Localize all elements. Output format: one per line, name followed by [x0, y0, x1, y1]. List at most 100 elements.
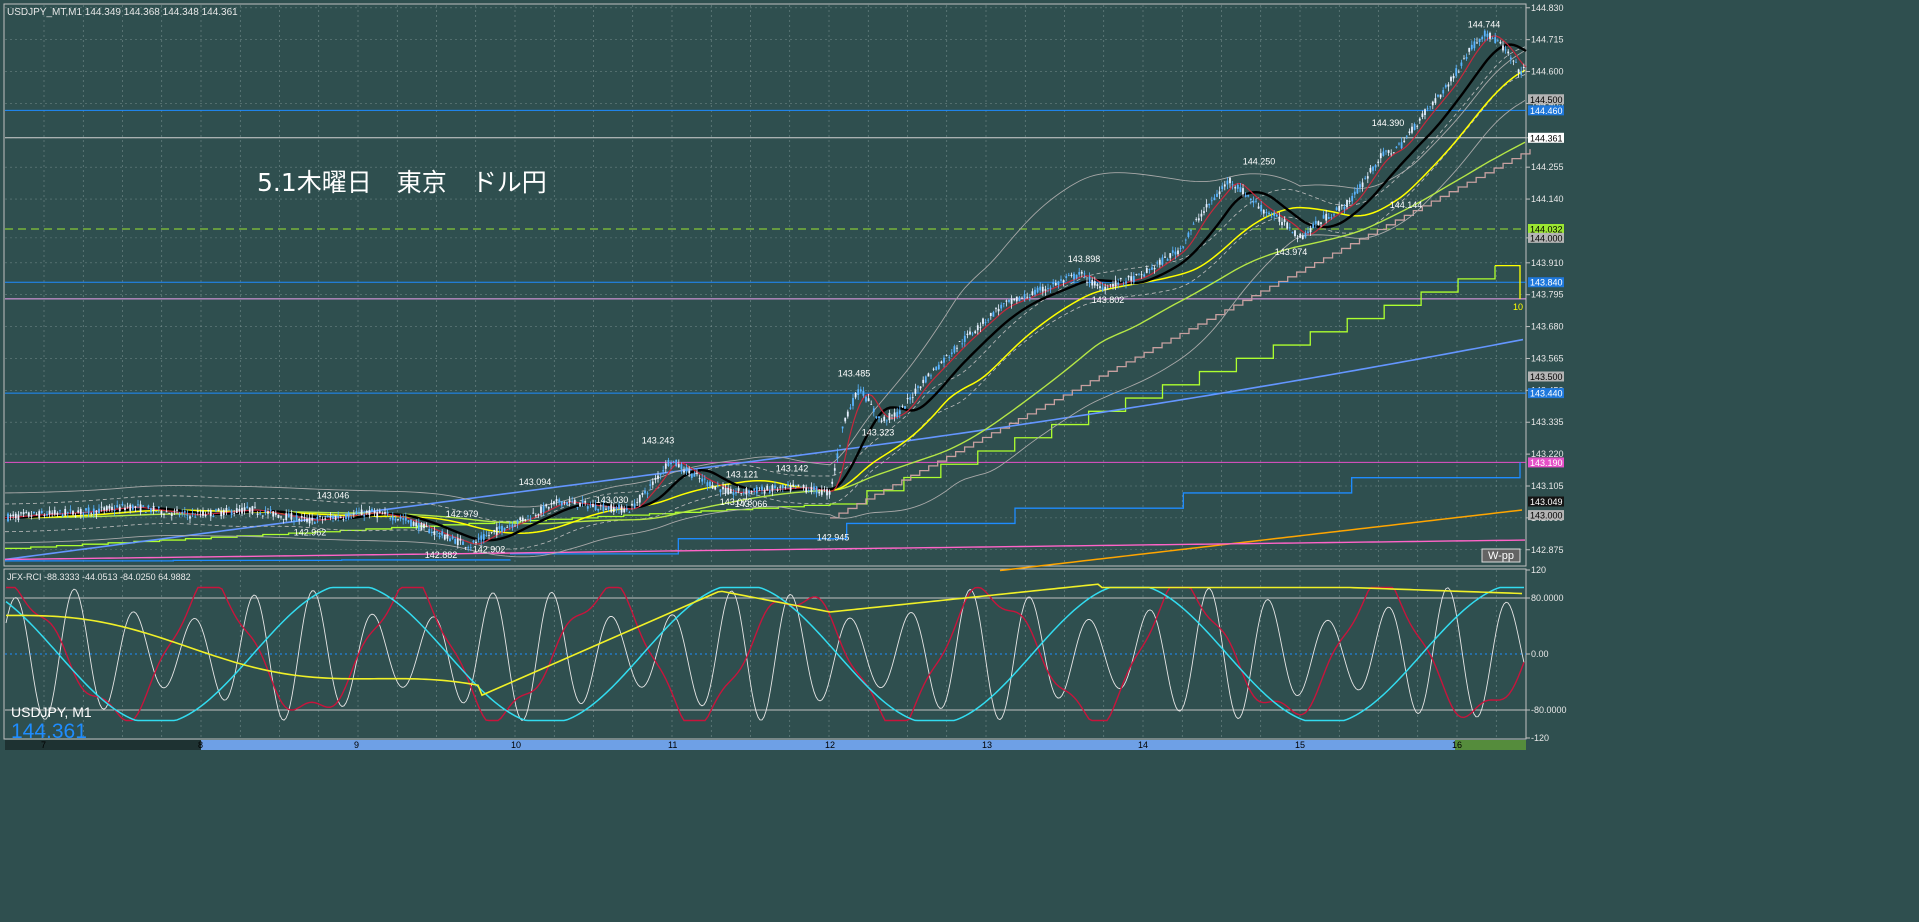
candle-body — [1374, 165, 1377, 168]
candle-body — [1307, 231, 1309, 233]
candle-body — [488, 535, 490, 537]
candle-body — [844, 417, 847, 422]
candle-body — [813, 486, 815, 490]
candle-body — [316, 517, 319, 519]
candle-body — [150, 508, 152, 513]
candle-body — [740, 493, 743, 494]
candle-body — [558, 499, 561, 503]
candle-body — [267, 511, 269, 514]
candle-body — [997, 308, 1000, 312]
candle-body — [685, 467, 688, 472]
candle-body — [641, 492, 644, 495]
candle-body — [1125, 281, 1127, 284]
candlesticks — [7, 29, 1525, 552]
candle-body — [415, 522, 418, 527]
candle-body — [724, 487, 727, 494]
candle-body — [1104, 286, 1107, 290]
candle-body — [722, 486, 724, 490]
candle-body — [745, 488, 748, 495]
candle-body — [358, 511, 360, 513]
candle-body — [592, 503, 594, 508]
candle-body — [758, 489, 761, 491]
time-axis-label: 8 — [198, 740, 203, 750]
candle-body — [1296, 238, 1299, 239]
candle-body — [1021, 297, 1023, 299]
candle-body — [1457, 71, 1460, 73]
candle-body — [1327, 217, 1330, 219]
candle-body — [1174, 251, 1177, 255]
candle-body — [300, 516, 303, 518]
candle-body — [516, 520, 519, 524]
candle-body — [40, 510, 43, 514]
price-annotation-label: 143.030 — [596, 495, 629, 505]
candle-body — [846, 411, 849, 417]
candle-body — [1195, 219, 1198, 220]
candle-body — [911, 397, 914, 399]
candle-body — [282, 518, 285, 520]
candle-body — [875, 416, 878, 418]
candle-body — [113, 510, 116, 511]
candle-body — [451, 536, 454, 539]
candle-body — [969, 331, 971, 335]
candle-body — [623, 508, 626, 513]
candle-body — [1400, 142, 1403, 149]
candle-body — [186, 514, 189, 516]
candle-body — [1478, 38, 1481, 42]
candle-body — [1073, 273, 1075, 280]
price-tag — [1528, 371, 1564, 382]
candle-body — [1041, 286, 1044, 292]
candle-body — [269, 509, 272, 512]
candle-body — [1096, 284, 1099, 286]
candle-body — [165, 511, 168, 513]
candle-body — [207, 510, 210, 511]
candle-body — [38, 511, 41, 519]
candle-body — [984, 322, 987, 324]
candle-body — [111, 506, 113, 511]
candle-body — [589, 504, 592, 506]
candle-body — [989, 312, 992, 316]
candle-body — [1000, 304, 1003, 309]
candle-body — [1158, 259, 1161, 264]
candle-body — [927, 373, 930, 377]
candle-body — [714, 486, 717, 490]
candle-body — [1413, 124, 1416, 130]
candle-body — [839, 445, 841, 447]
candle-body — [1164, 256, 1166, 258]
candle-body — [98, 508, 100, 514]
rci-slow-yellow-line — [5, 583, 1523, 697]
candle-body — [459, 538, 462, 541]
blue-step-line — [5, 559, 511, 562]
candle-body — [410, 519, 412, 527]
candle-body — [1364, 177, 1367, 179]
candle-body — [170, 513, 173, 516]
candle-body — [490, 532, 493, 533]
candle-body — [976, 325, 979, 331]
candle-body — [191, 512, 194, 514]
candle-body — [906, 397, 909, 400]
price-axis-label: 144.255 — [1531, 162, 1564, 172]
candle-body — [1099, 286, 1101, 289]
candle-body — [1369, 167, 1372, 173]
candle-body — [293, 520, 295, 522]
chart-annotation-title: 5.1木曜日 東京 ドル円 — [257, 168, 547, 197]
candle-body — [1515, 61, 1517, 63]
price-axis-label: 143.680 — [1531, 322, 1564, 332]
candle-body — [709, 481, 711, 487]
candle-body — [35, 514, 38, 516]
candle-body — [183, 511, 186, 513]
candle-body — [1078, 272, 1081, 275]
bollinger-mid-upper-line — [4, 46, 1526, 522]
candle-body — [449, 538, 451, 542]
candle-body — [1086, 281, 1088, 283]
time-axis-label: 10 — [511, 740, 521, 750]
candle-body — [1444, 85, 1447, 88]
price-annotation-label: 143.974 — [1275, 247, 1308, 257]
candle-body — [898, 410, 901, 415]
candle-body — [277, 514, 280, 518]
candle-body — [321, 519, 324, 521]
candle-body — [628, 512, 631, 514]
candle-body — [1283, 219, 1286, 222]
candle-body — [1109, 284, 1112, 286]
